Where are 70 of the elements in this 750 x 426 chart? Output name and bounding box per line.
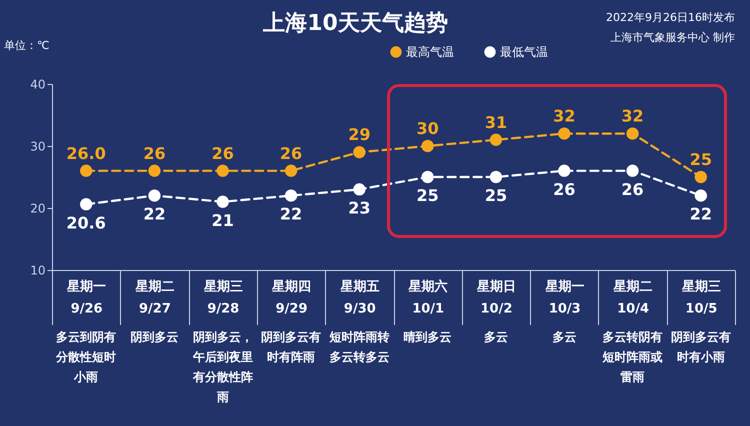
x-tick-label: 星期三 10/5 — [680, 280, 721, 316]
x-tick-label: 星期五 9/30 — [339, 280, 380, 316]
point — [148, 164, 161, 177]
text: 2022年9月26日16时发布 — [606, 11, 735, 24]
data-label: 22 — [690, 204, 712, 224]
data-label: 30 — [416, 119, 439, 138]
text: 晴到多云 — [404, 330, 452, 344]
data-label: 22 — [143, 204, 166, 224]
x-tick-label: 星期四 9/29 — [271, 280, 312, 316]
data-label: 26 — [212, 144, 234, 163]
point — [422, 140, 434, 152]
text: 多云 — [484, 330, 508, 344]
data-label: 26 — [553, 180, 576, 199]
data-label: 22 — [280, 204, 302, 224]
data-label: 21 — [212, 210, 234, 230]
point — [284, 164, 298, 177]
point — [80, 198, 92, 210]
data-label: 20.6 — [66, 213, 106, 232]
text: 短时阵雨转多云转多云 — [328, 330, 390, 364]
point — [626, 164, 639, 177]
text: 多云转阴有短时阵雨或雷雨 — [602, 330, 663, 384]
data-label: 25 — [484, 186, 508, 205]
x-tick-label: 星期一 10/3 — [544, 280, 584, 316]
legend-label: 最高气温 — [406, 45, 454, 59]
x-tick-label: 星期六 10/1 — [408, 278, 448, 316]
text: 阴到多云，午后到夜里有分散性阵雨 — [192, 330, 253, 404]
legend-label: 最低气温 — [500, 45, 548, 59]
data-label: 31 — [484, 112, 508, 132]
x-tick-label: 星期二 10/4 — [612, 280, 653, 316]
text: 阴到多云 — [130, 330, 178, 344]
text: 多云到阴有分散性短时小雨 — [55, 330, 116, 384]
point — [626, 127, 639, 140]
point — [353, 183, 366, 196]
chart-title: 上海10天天气趋势 — [262, 11, 448, 36]
point — [422, 170, 434, 184]
point — [694, 170, 707, 184]
point — [490, 170, 502, 184]
y-tick-label: 20 — [30, 202, 46, 216]
data-label: 26 — [621, 180, 644, 199]
y-tick-label: 10 — [30, 264, 46, 278]
text: 阴到多云有时有阵雨 — [261, 330, 322, 364]
x-tick-label: 星期二 9/27 — [134, 280, 174, 316]
data-label: 32 — [621, 106, 644, 126]
data-label: 23 — [348, 198, 370, 218]
point — [694, 189, 707, 202]
x-tick-label: 星期三 9/28 — [202, 280, 243, 316]
data-label: 26 — [143, 144, 166, 163]
text: 单位：℃ — [4, 39, 50, 52]
data-label: 26 — [280, 144, 302, 163]
point — [216, 196, 229, 208]
point — [353, 146, 366, 158]
data-label: 29 — [348, 125, 370, 144]
x-tick-label: 星期一 9/26 — [66, 280, 106, 316]
point — [80, 164, 92, 177]
point — [148, 189, 161, 202]
text: 上海市气象服务中心 制作 — [610, 31, 735, 44]
data-label: 25 — [416, 186, 439, 205]
data-label: 25 — [690, 150, 712, 169]
y-tick-label: 30 — [30, 140, 46, 154]
point — [284, 189, 298, 202]
point — [558, 127, 570, 140]
y-tick-label: 40 — [30, 78, 46, 92]
point — [490, 134, 502, 146]
data-label: 26.0 — [66, 144, 106, 163]
data-label: 32 — [553, 106, 576, 126]
point — [558, 164, 570, 177]
point — [216, 164, 229, 177]
text: 多云 — [552, 330, 576, 344]
x-tick-label: 星期日 10/2 — [476, 280, 516, 316]
text: 阴到多云有时有小雨 — [670, 330, 731, 364]
